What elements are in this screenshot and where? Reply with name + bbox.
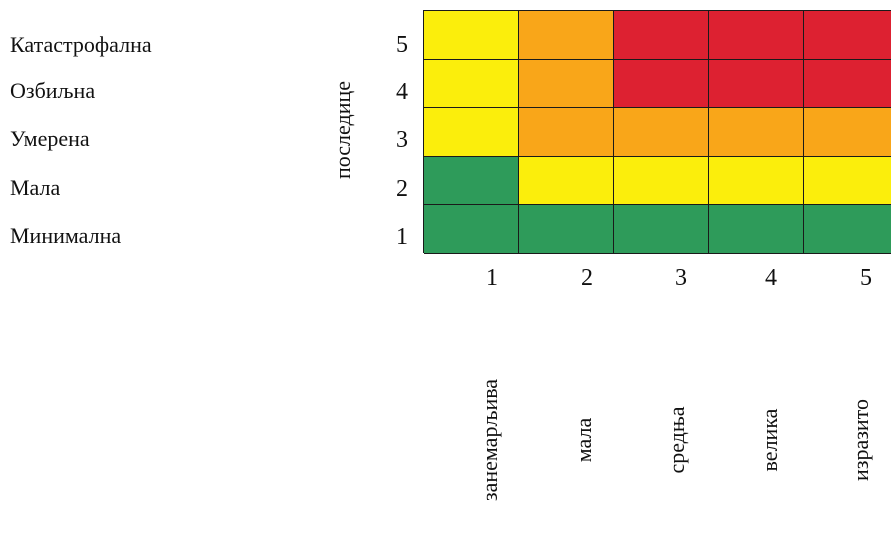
risk-cell-5-1-yellow: [424, 11, 519, 60]
risk-cell-1-1-green: [424, 205, 519, 254]
col-number-4: 4: [765, 265, 777, 291]
risk-cell-3-4-orange: [709, 108, 804, 157]
risk-cell-4-2-orange: [519, 59, 614, 109]
row-number-4: 4: [396, 79, 408, 105]
risk-cell-4-4-red: [709, 59, 804, 109]
risk-cell-3-2-orange: [519, 108, 614, 157]
risk-cell-2-4-yellow: [709, 156, 804, 206]
risk-cell-1-3-green: [614, 205, 709, 254]
col-number-5: 5: [860, 265, 872, 291]
probability-label-negligible: занемарљива: [477, 378, 502, 502]
risk-cell-3-3-orange: [614, 108, 709, 157]
risk-cell-3-5-orange: [804, 108, 891, 157]
risk-cell-2-3-yellow: [614, 156, 709, 206]
risk-cell-5-4-red: [709, 11, 804, 60]
risk-cell-1-5-green: [804, 205, 891, 254]
severity-label-moderate: Умерена: [10, 126, 90, 151]
risk-cell-4-3-red: [614, 59, 709, 109]
risk-cell-3-1-yellow: [424, 108, 519, 157]
row-number-2: 2: [396, 176, 408, 202]
severity-label-serious: Озбиљна: [10, 78, 96, 103]
severity-label-catastrophic: Катастрофална: [10, 32, 152, 57]
risk-cell-5-5-red: [804, 11, 891, 60]
severity-label-minor: Мала: [10, 175, 61, 200]
row-number-1: 1: [396, 224, 408, 250]
risk-cell-4-5-red: [804, 59, 891, 109]
col-number-2: 2: [581, 265, 593, 291]
risk-cell-5-3-red: [614, 11, 709, 60]
risk-cell-2-5-yellow: [804, 156, 891, 206]
col-number-1: 1: [486, 265, 498, 291]
severity-label-minimal: Минимална: [10, 223, 122, 248]
risk-cell-1-2-green: [519, 205, 614, 254]
row-number-5: 5: [396, 32, 408, 58]
probability-label-low: мала: [571, 417, 596, 463]
row-number-3: 3: [396, 127, 408, 153]
risk-cell-1-4-green: [709, 205, 804, 254]
probability-label-extreme: изразито: [848, 398, 873, 482]
risk-cell-4-1-yellow: [424, 59, 519, 109]
risk-grid: [423, 10, 891, 254]
risk-cell-2-1-green: [424, 156, 519, 206]
probability-label-medium: средња: [664, 406, 689, 474]
risk-cell-5-2-orange: [519, 11, 614, 60]
probability-label-high: велика: [757, 408, 782, 472]
consequences-axis-title: последице: [330, 80, 355, 180]
risk-cell-2-2-yellow: [519, 156, 614, 206]
col-number-3: 3: [675, 265, 687, 291]
